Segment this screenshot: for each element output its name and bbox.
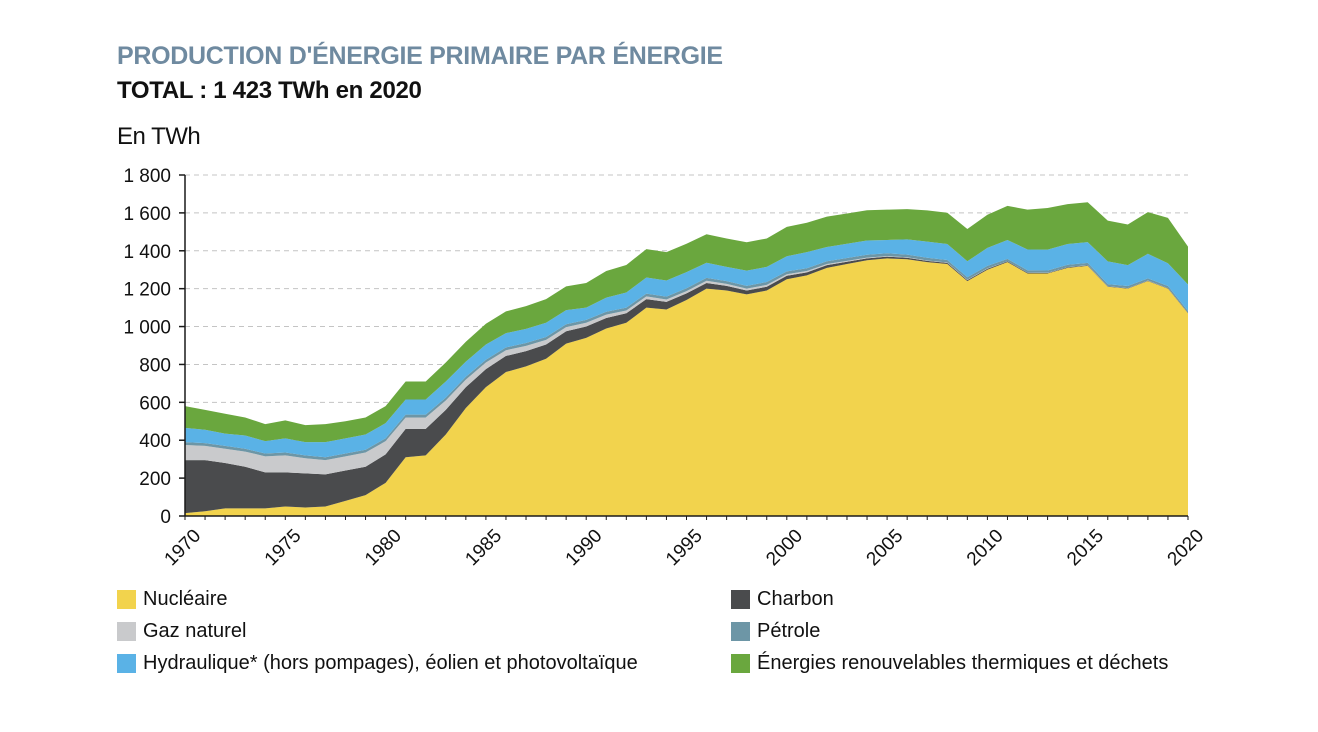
legend-item-hydraulique: Hydraulique* (hors pompages), éolien et … bbox=[117, 652, 638, 675]
y-tick-label: 1 600 bbox=[123, 204, 171, 225]
legend-item-charbon: Charbon bbox=[731, 588, 834, 611]
chart-title: PRODUCTION D'ÉNERGIE PRIMAIRE PAR ÉNERGI… bbox=[117, 42, 723, 70]
legend-label: Hydraulique* (hors pompages), éolien et … bbox=[143, 652, 638, 674]
legend-item-enr-thermiques: Énergies renouvelables thermiques et déc… bbox=[731, 652, 1168, 675]
y-tick-label: 1 000 bbox=[123, 318, 171, 339]
x-axis-ticks: 1970 1975 1980 1985 1990 1995 2000 2005 2010 2015… bbox=[161, 516, 1209, 570]
legend-swatch-hydraulique bbox=[117, 654, 136, 673]
legend: Nucléaire Charbon Gaz naturel Pétrole Hy… bbox=[117, 588, 1237, 684]
legend-item-gaz-naturel: Gaz naturel bbox=[117, 620, 246, 643]
x-tick-label: 2000 bbox=[762, 525, 807, 570]
stacked-area-chart: 0 200 400 600 800 1 000 1 200 1 400 1 600 1 800 1… bbox=[123, 166, 1209, 570]
y-tick-label: 200 bbox=[139, 469, 171, 490]
x-tick-label: 2010 bbox=[963, 525, 1008, 570]
x-tick-label: 1975 bbox=[261, 525, 306, 570]
area-enr_thermiques bbox=[185, 202, 1188, 443]
area-charbon bbox=[185, 256, 1188, 514]
area-petrole bbox=[185, 253, 1188, 461]
y-tick-label: 800 bbox=[139, 355, 171, 376]
y-tick-label: 0 bbox=[160, 507, 171, 528]
x-tick-label: 1985 bbox=[461, 525, 506, 570]
legend-swatch-enr-thermiques bbox=[731, 654, 750, 673]
y-tick-label: 600 bbox=[139, 393, 171, 414]
area-nucleaire bbox=[185, 258, 1188, 516]
legend-swatch-gaz bbox=[117, 622, 136, 641]
y-axis-ticks: 0 200 400 600 800 1 000 1 200 1 400 1 600 1 800 bbox=[123, 166, 185, 528]
y-axis-unit-label: En TWh bbox=[117, 123, 201, 150]
legend-label: Charbon bbox=[757, 588, 834, 610]
x-tick-label: 2015 bbox=[1063, 525, 1108, 570]
legend-label: Énergies renouvelables thermiques et déc… bbox=[757, 652, 1169, 674]
x-tick-label: 2020 bbox=[1164, 525, 1209, 570]
legend-label: Pétrole bbox=[757, 620, 821, 642]
legend-swatch-petrole bbox=[731, 622, 750, 641]
y-tick-label: 1 400 bbox=[123, 242, 171, 263]
legend-swatch-nucleaire bbox=[117, 590, 136, 609]
y-tick-label: 1 200 bbox=[123, 280, 171, 301]
y-tick-label: 1 800 bbox=[123, 166, 171, 187]
chart-subtitle: TOTAL : 1 423 TWh en 2020 bbox=[117, 77, 422, 104]
x-tick-label: 1980 bbox=[361, 525, 406, 570]
legend-item-nucleaire: Nucléaire bbox=[117, 588, 227, 611]
legend-swatch-charbon bbox=[731, 590, 750, 609]
x-tick-label: 1970 bbox=[161, 525, 206, 570]
x-tick-label: 2005 bbox=[863, 525, 908, 570]
x-tick-label: 1990 bbox=[562, 525, 607, 570]
legend-label: Gaz naturel bbox=[143, 620, 247, 642]
legend-label: Nucléaire bbox=[143, 588, 228, 610]
area-hydraulique bbox=[185, 239, 1188, 458]
area-series bbox=[185, 202, 1188, 516]
y-tick-label: 400 bbox=[139, 431, 171, 452]
legend-item-petrole: Pétrole bbox=[731, 620, 820, 643]
x-tick-label: 1995 bbox=[662, 525, 707, 570]
